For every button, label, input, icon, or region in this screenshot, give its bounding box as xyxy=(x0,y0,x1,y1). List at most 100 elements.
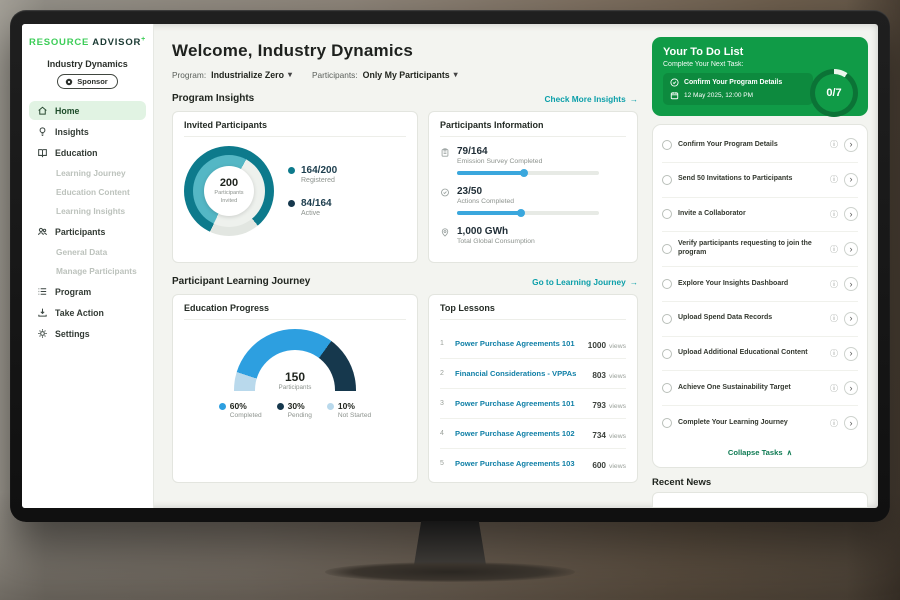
sidebar-item-learning-journey[interactable]: Learning Journey xyxy=(56,168,126,179)
info-icon[interactable]: ⓘ xyxy=(830,314,838,324)
chevron-right-button[interactable]: › xyxy=(844,381,858,396)
legend-dot xyxy=(218,403,226,410)
todo-progress-count: 0/7 xyxy=(826,87,842,99)
progress-bar-dot xyxy=(520,169,529,177)
todo-panel: Your To Do List Complete Your Next Task:… xyxy=(650,24,878,508)
task-row[interactable]: Send 50 Invitations to Participants ⓘ › xyxy=(662,163,858,198)
task-row[interactable]: Confirm Your Program Details ⓘ › xyxy=(662,128,858,163)
sidebar-item-participants[interactable]: Participants xyxy=(29,222,146,241)
resource-advisor-logo: RESOURCE ADVISOR+ xyxy=(28,36,147,49)
info-icon[interactable]: ⓘ xyxy=(830,418,838,428)
sidebar-item-home[interactable]: Home xyxy=(29,101,146,121)
task-row[interactable]: Upload Additional Educational Content ⓘ … xyxy=(662,337,858,372)
info-icon[interactable]: ⓘ xyxy=(830,244,838,254)
participants-select[interactable]: Only My Participants ▾ xyxy=(362,70,458,80)
task-row[interactable]: Explore Your Insights Dashboard ⓘ › xyxy=(662,267,858,302)
sidebar-item-learning-insights[interactable]: Learning Insights xyxy=(56,206,126,217)
task-checkbox[interactable] xyxy=(662,174,672,185)
todo-list-card: Your To Do List Complete Your Next Task:… xyxy=(652,37,868,117)
sidebar-nav: Home Insights Education Learn xyxy=(22,101,153,343)
sidebar-item-insights[interactable]: Insights xyxy=(29,122,146,141)
collapse-tasks-link[interactable]: Collapse Tasks ∧ xyxy=(727,448,793,458)
dashboard-screen: RESOURCE ADVISOR+ Industry Dynamics Spon… xyxy=(22,24,878,508)
page-title: Welcome, Industry Dynamics xyxy=(172,41,414,60)
program-filter: Program: Industrialize Zero ▾ xyxy=(172,70,292,80)
education-progress-card: Education Progress 150 Participants xyxy=(172,294,418,483)
main-content: Welcome, Industry Dynamics Program: Indu… xyxy=(154,24,650,508)
task-checkbox[interactable] xyxy=(662,279,672,290)
lesson-row: 3 Power Purchase Agreements 101 793 views xyxy=(440,389,626,419)
actions-progress-bar xyxy=(457,209,599,217)
sidebar-item-manage-participants[interactable]: Manage Participants xyxy=(56,266,137,277)
participants-information-card: Participants Information 79/164 Emission… xyxy=(428,111,638,263)
progress-bar-fill xyxy=(457,169,529,177)
arrow-right-icon: → xyxy=(629,276,638,287)
legend-item-active: 84/164 Active xyxy=(288,198,337,217)
lesson-link[interactable]: Financial Considerations - VPPAs xyxy=(455,369,577,378)
sidebar-item-education[interactable]: Education xyxy=(29,143,146,162)
legend-dot xyxy=(276,403,284,410)
participants-filter: Participants: Only My Participants ▾ xyxy=(311,70,458,80)
chevron-right-button[interactable]: › xyxy=(844,277,858,292)
info-icon[interactable]: ⓘ xyxy=(830,209,838,219)
lesson-link[interactable]: Power Purchase Agreements 103 xyxy=(455,459,575,468)
chevron-right-button[interactable]: › xyxy=(844,416,858,431)
task-row[interactable]: Achieve One Sustainability Target ⓘ › xyxy=(662,371,858,407)
check-more-insights-link[interactable]: Check More Insights → xyxy=(544,93,638,104)
legend-dot xyxy=(288,167,295,174)
task-checkbox[interactable] xyxy=(662,348,672,359)
learning-journey-header: Participant Learning Journey Go to Learn… xyxy=(172,276,638,287)
legend-item-pending: 30% Pending xyxy=(276,401,312,419)
info-icon[interactable]: ⓘ xyxy=(830,175,838,185)
lesson-row: 1 Power Purchase Agreements 101 1000 view… xyxy=(440,329,626,359)
chevron-down-icon: ▾ xyxy=(453,70,458,79)
chevron-right-button[interactable]: › xyxy=(844,242,858,257)
task-checkbox[interactable] xyxy=(662,383,672,394)
lesson-link[interactable]: Power Purchase Agreements 102 xyxy=(455,429,575,438)
sidebar-item-take-action[interactable]: Take Action xyxy=(29,303,146,322)
lesson-link[interactable]: Power Purchase Agreements 101 xyxy=(455,339,575,348)
sidebar-item-education-content[interactable]: Education Content xyxy=(56,187,130,198)
task-checkbox[interactable] xyxy=(662,418,672,429)
program-select[interactable]: Industrialize Zero ▾ xyxy=(211,70,292,80)
sidebar-item-settings[interactable]: Settings xyxy=(29,324,146,343)
progress-bar-fill xyxy=(457,209,526,217)
info-icon[interactable]: ⓘ xyxy=(830,140,838,150)
task-checkbox[interactable] xyxy=(662,139,672,150)
task-row[interactable]: Complete Your Learning Journey ⓘ › xyxy=(662,406,858,440)
chevron-right-button[interactable]: › xyxy=(844,207,858,222)
task-row[interactable]: Invite a Collaborator ⓘ › xyxy=(662,198,858,233)
sidebar-item-program[interactable]: Program xyxy=(29,282,146,301)
chevron-right-button[interactable]: › xyxy=(844,172,858,187)
go-to-learning-journey-link[interactable]: Go to Learning Journey → xyxy=(532,276,638,287)
chevron-right-button[interactable]: › xyxy=(844,311,858,326)
survey-icon xyxy=(441,148,449,157)
location-pin-icon xyxy=(441,228,449,237)
section-title: Program Insights xyxy=(172,93,255,104)
next-task-box[interactable]: Confirm Your Program Details 12 May 2025… xyxy=(663,73,813,105)
chevron-down-icon: ▾ xyxy=(287,70,292,79)
chevron-up-icon: ∧ xyxy=(786,448,793,458)
task-checkbox[interactable] xyxy=(662,209,672,220)
legend-dot xyxy=(326,403,334,410)
chevron-right-button[interactable]: › xyxy=(844,137,858,152)
sidebar-item-general-data[interactable]: General Data xyxy=(56,247,108,258)
task-checkbox[interactable] xyxy=(662,244,672,255)
info-icon[interactable]: ⓘ xyxy=(830,383,838,393)
task-row[interactable]: Verify participants requesting to join t… xyxy=(662,232,858,268)
lesson-link[interactable]: Power Purchase Agreements 101 xyxy=(455,399,575,408)
top-lessons-card: Top Lessons 1 Power Purchase Agreements … xyxy=(428,294,638,483)
info-icon[interactable]: ⓘ xyxy=(830,349,838,359)
sponsor-icon xyxy=(66,78,73,85)
info-icon[interactable]: ⓘ xyxy=(830,279,838,289)
invited-donut-chart: 200 Participants Invited xyxy=(184,146,274,236)
emission-progress-bar xyxy=(457,169,599,177)
lesson-row: 2 Financial Considerations - VPPAs 803 vi… xyxy=(440,359,626,389)
task-row[interactable]: Upload Spend Data Records ⓘ › xyxy=(662,302,858,337)
task-checkbox[interactable] xyxy=(662,313,672,324)
check-icon xyxy=(670,78,679,87)
stat-global-consumption: 1,000 GWh Total Global Consumption xyxy=(440,226,626,245)
chevron-right-button[interactable]: › xyxy=(844,346,858,361)
book-icon xyxy=(38,149,47,158)
